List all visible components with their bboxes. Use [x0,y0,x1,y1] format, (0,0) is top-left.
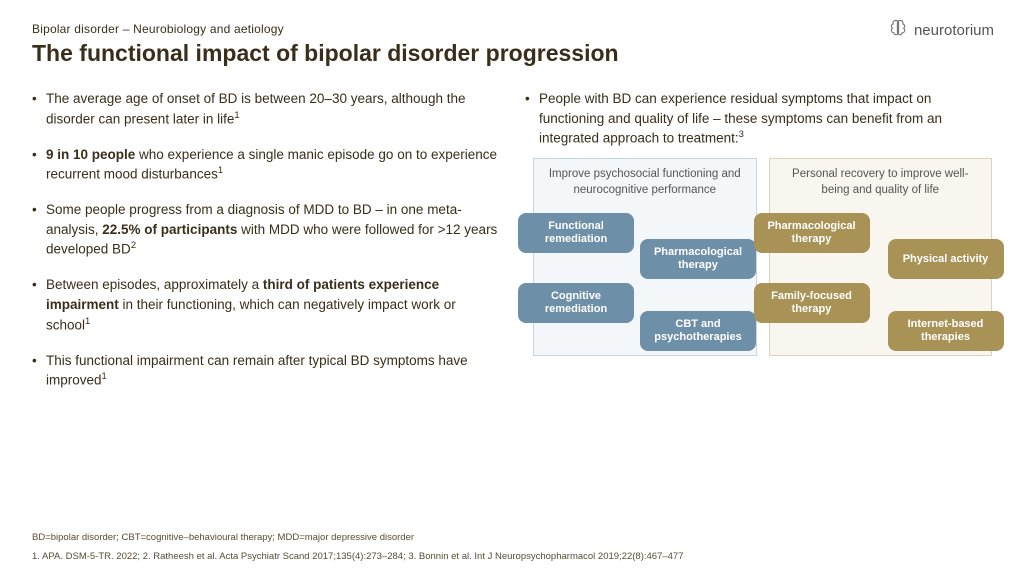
treatment-pill: Physical activity [888,239,1004,279]
treatment-pill: Cognitive remediation [518,283,634,323]
left-column: The average age of onset of BD is betwee… [32,89,499,406]
treatment-pill: Pharmacological therapy [754,213,870,253]
references: 1. APA. DSM-5-TR. 2022; 2. Ratheesh et a… [32,549,992,564]
treatment-pill: Family-focused therapy [754,283,870,323]
footer: BD=bipolar disorder; CBT=cognitive–behav… [32,530,992,564]
panel-title: Personal recovery to improve well-being … [770,159,992,198]
panel-psychosocial: Improve psychosocial functioning and neu… [533,158,757,356]
brain-icon [888,18,908,42]
page-title: The functional impact of bipolar disorde… [32,40,992,67]
panel-title: Improve psychosocial functioning and neu… [534,159,756,198]
panel-recovery: Personal recovery to improve well-being … [769,158,993,356]
bullet-item: This functional impairment can remain af… [32,351,499,391]
bullet-item: 9 in 10 people who experience a single m… [32,145,499,185]
slide-root: neurotorium Bipolar disorder – Neurobiol… [0,0,1024,576]
treatment-pill: Internet-based therapies [888,311,1004,351]
left-bullet-list: The average age of onset of BD is betwee… [32,89,499,390]
content-columns: The average age of onset of BD is betwee… [32,89,992,406]
pre-title: Bipolar disorder – Neurobiology and aeti… [32,22,992,36]
treatment-pill: Pharmacological therapy [640,239,756,279]
treatment-diagram: Improve psychosocial functioning and neu… [525,158,992,356]
abbreviations: BD=bipolar disorder; CBT=cognitive–behav… [32,530,992,545]
brand-name: neurotorium [914,22,994,39]
bullet-item: Between episodes, approximately a third … [32,275,499,334]
treatment-pill: Functional remediation [518,213,634,253]
right-bullet-item: People with BD can experience residual s… [525,89,992,148]
bullet-item: The average age of onset of BD is betwee… [32,89,499,129]
right-bullet-list: People with BD can experience residual s… [525,89,992,148]
brand-logo: neurotorium [888,18,994,42]
treatment-pill: CBT and psychotherapies [640,311,756,351]
right-column: People with BD can experience residual s… [525,89,992,406]
bullet-item: Some people progress from a diagnosis of… [32,200,499,259]
